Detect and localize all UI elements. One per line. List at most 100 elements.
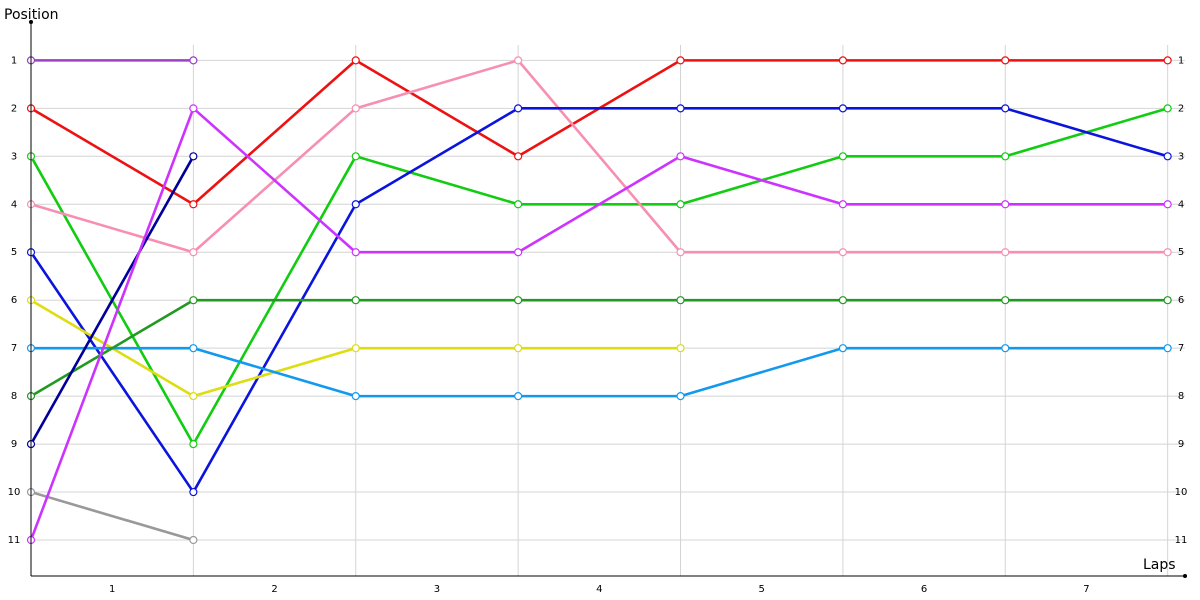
point — [189, 248, 198, 257]
point — [1163, 248, 1172, 257]
y-tick-label: 1 — [11, 55, 17, 66]
point — [351, 344, 360, 353]
point — [514, 248, 523, 257]
y-tick-label-right: 11 — [1175, 535, 1188, 546]
y-tick-label-right: 6 — [1178, 295, 1184, 306]
point — [351, 200, 360, 209]
series-line — [30, 490, 194, 542]
series-line — [29, 155, 195, 445]
point — [1001, 296, 1010, 305]
point — [351, 56, 360, 65]
y-tick-label: 7 — [11, 343, 17, 354]
point — [1001, 200, 1010, 209]
x-tick-label: 5 — [759, 584, 765, 595]
point — [838, 152, 848, 161]
point — [351, 392, 360, 401]
point — [189, 104, 198, 113]
x-tick-label: 7 — [1083, 584, 1089, 595]
y-tick-label: 8 — [11, 391, 17, 402]
point — [1163, 296, 1172, 305]
y-tick-label-right: 3 — [1178, 151, 1184, 162]
point — [1001, 344, 1010, 353]
grid — [30, 45, 1185, 576]
point — [676, 200, 685, 209]
y-axis-arrow — [29, 20, 33, 24]
y-tick-label-right: 1 — [1178, 55, 1184, 66]
point — [189, 296, 198, 305]
y-tick-label-right: 5 — [1178, 247, 1184, 258]
point — [1001, 152, 1010, 161]
y-tick-label: 10 — [8, 487, 21, 498]
point — [189, 487, 198, 497]
point — [1163, 56, 1172, 65]
point — [514, 344, 523, 353]
series-line — [31, 346, 1168, 398]
x-tick-label: 2 — [271, 584, 277, 595]
x-tick-label: 6 — [921, 584, 927, 595]
point — [676, 344, 685, 353]
point — [676, 296, 685, 305]
point — [1001, 56, 1010, 65]
point — [676, 104, 685, 113]
point — [514, 296, 523, 305]
point — [351, 104, 360, 113]
y-tick-label: 3 — [11, 151, 17, 162]
point — [838, 296, 848, 305]
point — [1163, 104, 1172, 113]
point — [189, 56, 198, 65]
point — [838, 56, 848, 65]
point — [1163, 200, 1172, 209]
y-tick-label-right: 8 — [1178, 391, 1184, 402]
y-tick-label-right: 2 — [1178, 103, 1184, 114]
point — [189, 535, 198, 545]
y-tick-label-right: 9 — [1178, 439, 1184, 450]
point — [351, 296, 360, 305]
series-line — [30, 298, 1168, 398]
x-tick-label: 3 — [434, 584, 440, 595]
point — [676, 248, 685, 257]
y-tick-label: 6 — [11, 295, 17, 306]
y-tick-label: 4 — [11, 199, 17, 210]
y-tick-label: 11 — [8, 535, 21, 546]
lines — [29, 59, 1169, 542]
point — [838, 200, 848, 209]
y-tick-label-right: 10 — [1175, 487, 1188, 498]
point — [838, 344, 848, 353]
point — [1001, 104, 1010, 113]
point — [1001, 248, 1010, 257]
point — [514, 56, 523, 65]
series-line — [29, 107, 1168, 541]
point — [514, 392, 523, 401]
x-tick-label: 4 — [596, 584, 602, 595]
point — [351, 248, 360, 257]
y-tick-label: 5 — [11, 247, 17, 258]
y-tick-label-right: 4 — [1178, 199, 1184, 210]
point — [838, 248, 848, 257]
x-axis-title: Laps — [1143, 557, 1176, 573]
point — [189, 392, 198, 401]
point — [189, 344, 198, 353]
series-line — [29, 107, 1169, 494]
series-line — [30, 59, 1168, 206]
axes — [29, 20, 1187, 578]
point — [1163, 344, 1172, 353]
point — [514, 200, 523, 209]
x-tick-label: 1 — [109, 584, 115, 595]
point — [189, 152, 198, 161]
point — [351, 152, 360, 161]
y-tick-label: 2 — [11, 103, 17, 114]
y-axis-title: Position — [4, 7, 59, 23]
point — [676, 152, 685, 161]
point — [514, 104, 523, 113]
y-tick-label: 9 — [11, 439, 17, 450]
point — [514, 152, 523, 161]
series-line — [30, 59, 1168, 254]
point — [676, 56, 685, 65]
point — [838, 104, 848, 113]
point — [1163, 152, 1172, 161]
point — [676, 392, 685, 401]
point — [189, 439, 198, 449]
point — [189, 200, 198, 209]
x-axis-arrow — [1183, 574, 1187, 578]
